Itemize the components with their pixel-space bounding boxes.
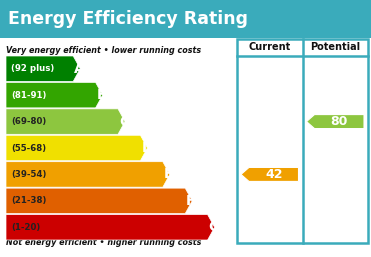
Text: C: C <box>119 115 129 128</box>
Bar <box>0 0 371 38</box>
Text: (92 plus): (92 plus) <box>11 64 54 73</box>
Text: Current: Current <box>249 42 291 52</box>
Polygon shape <box>6 135 147 161</box>
Polygon shape <box>6 215 214 240</box>
Text: A: A <box>74 62 85 76</box>
Text: (81-91): (81-91) <box>11 91 46 100</box>
Text: 80: 80 <box>331 115 348 128</box>
Text: D: D <box>141 141 153 155</box>
Text: Energy Efficiency Rating: Energy Efficiency Rating <box>8 10 248 28</box>
Text: G: G <box>209 220 220 234</box>
Text: Very energy efficient • lower running costs: Very energy efficient • lower running co… <box>6 46 201 55</box>
Polygon shape <box>6 188 192 214</box>
Polygon shape <box>6 162 170 187</box>
Text: Potential: Potential <box>310 42 360 52</box>
Text: (21-38): (21-38) <box>11 196 46 205</box>
Text: (69-80): (69-80) <box>11 117 46 126</box>
Text: F: F <box>186 194 196 208</box>
Text: (39-54): (39-54) <box>11 170 46 179</box>
Polygon shape <box>241 167 299 181</box>
Text: Not energy efficient • higher running costs: Not energy efficient • higher running co… <box>6 238 201 247</box>
Bar <box>237 39 368 243</box>
Polygon shape <box>6 109 125 134</box>
Text: (1-20): (1-20) <box>11 223 40 232</box>
Text: B: B <box>96 88 107 102</box>
Text: 42: 42 <box>265 168 282 181</box>
Text: E: E <box>164 167 173 181</box>
Text: (55-68): (55-68) <box>11 143 46 152</box>
Polygon shape <box>6 56 80 81</box>
Polygon shape <box>306 115 364 128</box>
Polygon shape <box>6 82 103 108</box>
